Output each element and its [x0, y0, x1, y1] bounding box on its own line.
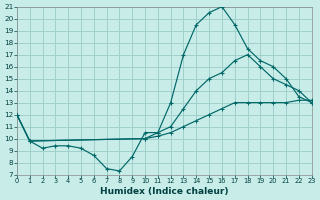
X-axis label: Humidex (Indice chaleur): Humidex (Indice chaleur): [100, 187, 228, 196]
